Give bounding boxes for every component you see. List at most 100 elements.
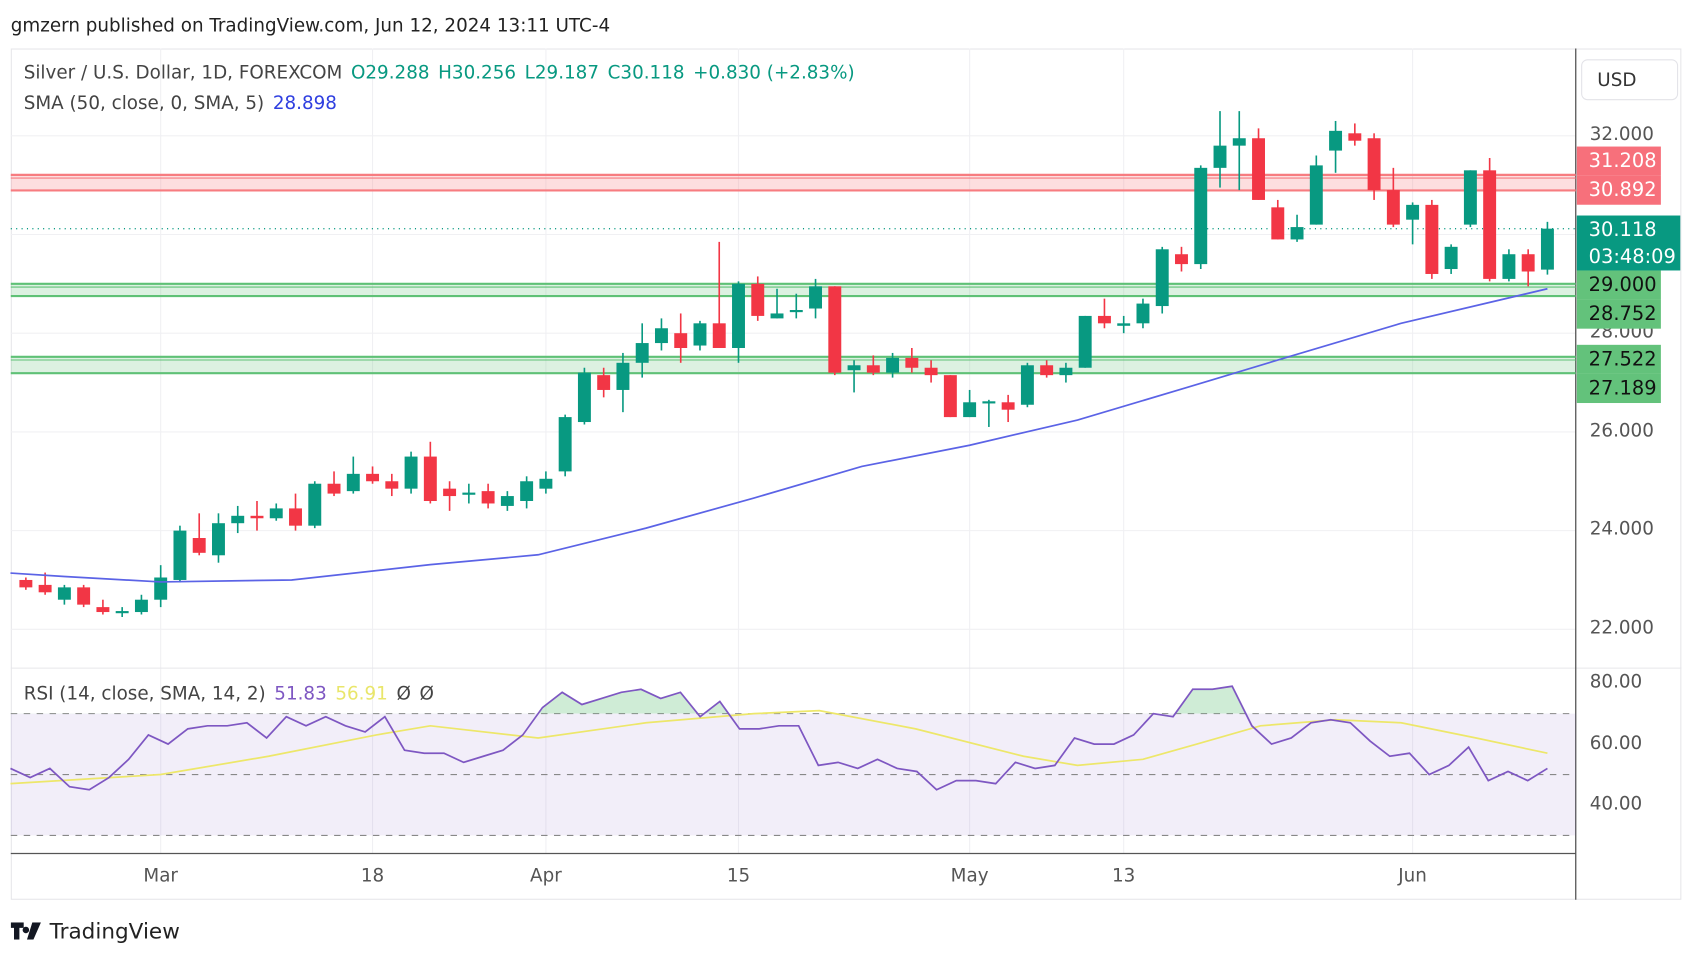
candle-body (423, 456, 437, 501)
candle (963, 389, 977, 418)
candle (1406, 202, 1420, 245)
candle (847, 360, 861, 393)
candle-body (1194, 167, 1208, 265)
candle-body (1425, 204, 1439, 274)
candle-body (1329, 130, 1343, 151)
candle (1502, 249, 1516, 282)
candle-body (886, 357, 900, 373)
candle-body (1290, 227, 1304, 240)
candle (654, 318, 668, 351)
rsi-label[interactable]: RSI (14, close, SMA, 14, 2) (23, 683, 266, 705)
publish-info: gmzern published on TradingView.com, Jun… (10, 15, 611, 37)
candle-body (674, 333, 688, 349)
candle (1444, 244, 1458, 274)
candle-body (173, 530, 187, 580)
candle (732, 281, 745, 363)
candle (289, 493, 302, 531)
candle (1521, 249, 1535, 287)
candle (77, 584, 91, 608)
symbol-name[interactable]: Silver / U.S. Dollar, 1D, FOREXCOM (23, 62, 343, 85)
candle (943, 375, 957, 418)
candle (134, 594, 148, 615)
tradingview-logo[interactable]: TradingView (10, 918, 180, 944)
candle-body (1521, 254, 1535, 272)
candle-body (982, 401, 996, 404)
sma-line (10, 287, 1548, 583)
candle (1271, 199, 1285, 240)
rsi-extra-1: Ø (396, 683, 411, 705)
candle-body (809, 286, 823, 309)
candle (635, 323, 649, 378)
candle (1425, 199, 1439, 279)
candle-body (231, 515, 245, 524)
candle (712, 241, 726, 349)
candle (385, 473, 399, 497)
candle-body (308, 483, 322, 526)
candle (1020, 362, 1034, 408)
time-axis-label: May (950, 865, 989, 887)
time-axis-label: Jun (1398, 865, 1427, 887)
rsi-axis-label: 60.00 (1589, 732, 1643, 754)
sma-label[interactable]: SMA (50, close, 0, SMA, 5) (23, 92, 265, 115)
candle-body (1463, 170, 1477, 225)
candle (423, 441, 437, 504)
candle-body (212, 523, 225, 556)
candle-body (1097, 315, 1111, 324)
candle (173, 525, 187, 583)
tradingview-logo-icon (10, 922, 41, 940)
candle (751, 276, 765, 321)
bar-countdown: 03:48:09 (1588, 245, 1676, 269)
candle (1232, 111, 1246, 191)
candle-body (1540, 228, 1554, 270)
candle-body (1367, 138, 1381, 191)
support1-bottom-tag: 28.752 (1576, 299, 1661, 329)
candle-body (1001, 402, 1015, 410)
price-axis-label: 26.000 (1589, 420, 1654, 442)
candle-body (1136, 303, 1150, 324)
candle (1040, 360, 1054, 378)
candle (115, 607, 129, 617)
candle-body (520, 481, 534, 501)
candle-body (404, 456, 418, 489)
candle-body (770, 313, 784, 319)
candle-body (443, 488, 457, 497)
candle (1252, 128, 1265, 200)
brand-name: TradingView (49, 918, 180, 944)
rsi-axis-label: 40.00 (1589, 793, 1643, 815)
candle (96, 599, 110, 615)
candle (1483, 157, 1497, 282)
current-price-tag: 30.118 03:48:09 (1576, 215, 1681, 271)
resistance-zone (10, 174, 1576, 191)
candle-body (924, 367, 938, 376)
candle-body (250, 515, 264, 519)
candle-body (289, 508, 302, 526)
support1-top-tag: 29.000 (1576, 270, 1661, 300)
candle-body (1213, 145, 1227, 168)
candle (770, 288, 784, 319)
candle-body (943, 375, 957, 418)
candle-body (1406, 204, 1420, 220)
candle-body (635, 343, 649, 363)
candle (1348, 123, 1362, 146)
support-zone (10, 283, 1576, 297)
candle-body (732, 283, 745, 349)
candle-body (462, 492, 476, 495)
candle (346, 456, 360, 494)
currency-button[interactable]: USD (1581, 59, 1679, 101)
candle-body (847, 365, 861, 371)
candle-body (192, 538, 206, 553)
candle (1194, 165, 1208, 270)
candle (462, 483, 476, 504)
candle-body (1252, 138, 1265, 200)
candle (269, 503, 283, 521)
candle (674, 313, 688, 363)
candle (616, 352, 630, 413)
candle (19, 577, 33, 590)
candle (1213, 111, 1227, 188)
candle (1463, 170, 1477, 228)
candle (38, 572, 52, 595)
candle (558, 414, 572, 477)
candle (924, 360, 938, 383)
candle (443, 481, 457, 511)
